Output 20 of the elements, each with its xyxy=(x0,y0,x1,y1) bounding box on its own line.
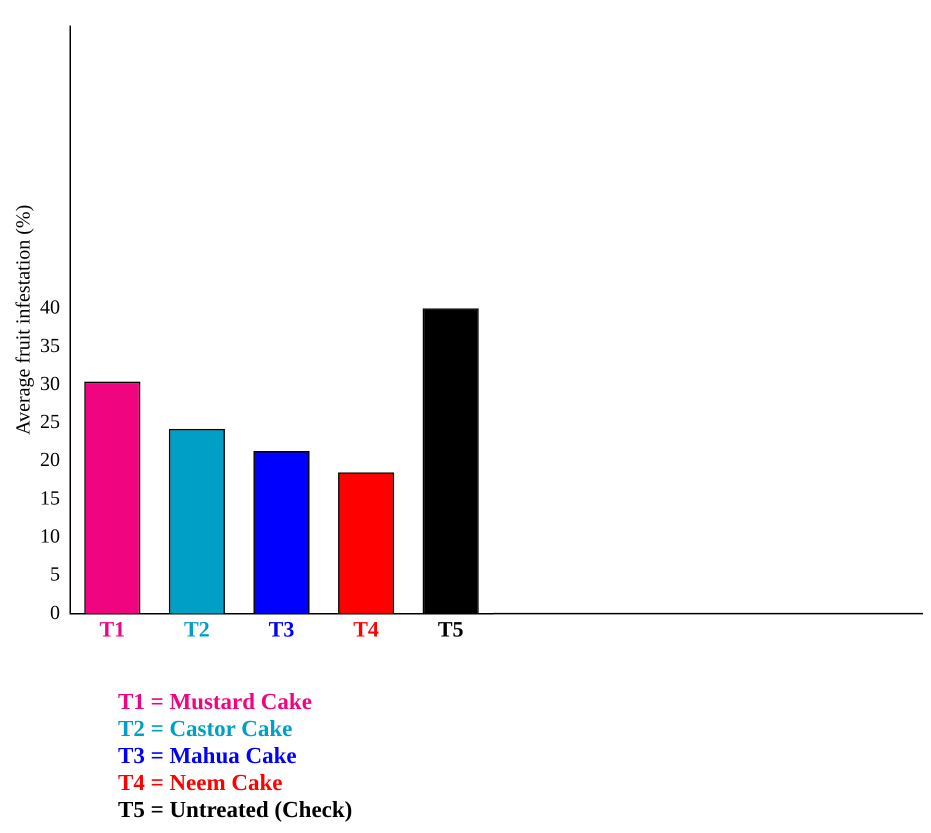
y-tick-label: 25 xyxy=(40,411,60,434)
y-tick-label: 5 xyxy=(50,564,60,586)
y-tick-label: 0 xyxy=(50,602,60,624)
x-tick-label: T2 xyxy=(184,616,210,642)
text: T3 = Mahua Cake xyxy=(118,742,298,769)
text: T2 = Castor Cake xyxy=(118,715,294,742)
x-tick-label: T4 xyxy=(353,616,379,642)
x-tick-label: T1 xyxy=(99,616,126,642)
text: T4 = Neem Cake xyxy=(118,769,284,796)
text: T1 = Mustard Cake xyxy=(118,688,313,715)
y-tick-label: 35 xyxy=(40,334,60,357)
y-tick-label: 30 xyxy=(40,372,60,395)
x-tick-label: T3 xyxy=(268,616,294,642)
y-tick-label: 40 xyxy=(40,296,60,319)
text: T5 = Untreated (Check) xyxy=(118,796,354,823)
x-tick-label: T5 xyxy=(438,616,464,642)
y-tick-label: 15 xyxy=(40,487,60,510)
y-tick-label: 10 xyxy=(40,526,60,548)
y-tick-label: 20 xyxy=(40,449,60,472)
y-axis-title: Average fruit infestation (%) xyxy=(12,204,34,435)
